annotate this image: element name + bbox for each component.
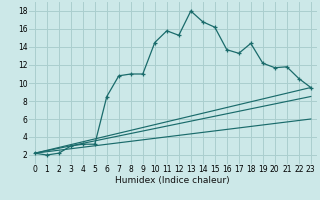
X-axis label: Humidex (Indice chaleur): Humidex (Indice chaleur) [116,176,230,185]
